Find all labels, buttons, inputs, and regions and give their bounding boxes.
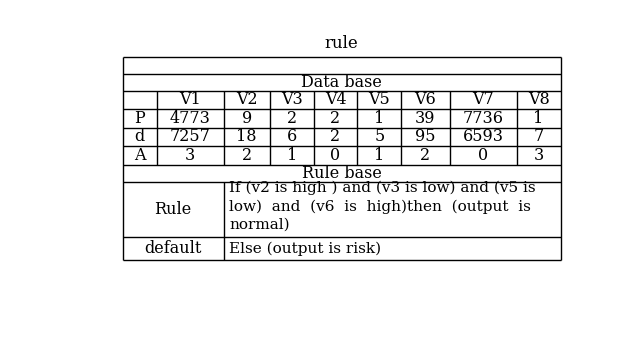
Text: rule: rule (324, 35, 358, 52)
Text: V6: V6 (415, 91, 436, 108)
Text: 2: 2 (420, 147, 431, 164)
Text: 18: 18 (236, 129, 257, 145)
Text: 2: 2 (287, 110, 297, 127)
Text: 5: 5 (374, 129, 385, 145)
Text: V1: V1 (179, 91, 201, 108)
Text: 7257: 7257 (170, 129, 211, 145)
Text: Rule: Rule (154, 201, 192, 218)
Text: 1: 1 (374, 110, 385, 127)
Text: 3: 3 (185, 147, 195, 164)
Text: 0: 0 (330, 147, 340, 164)
Text: Else (output is risk): Else (output is risk) (229, 241, 381, 256)
Text: If (v2 is high ) and (v3 is low) and (v5 is
low)  and  (v6  is  high)then  (outp: If (v2 is high ) and (v3 is low) and (v5… (229, 180, 536, 232)
Text: 9: 9 (241, 110, 252, 127)
Text: P: P (134, 110, 145, 127)
Text: 2: 2 (242, 147, 252, 164)
Text: V8: V8 (528, 91, 550, 108)
Text: 1: 1 (287, 147, 297, 164)
Text: V7: V7 (472, 91, 494, 108)
Text: 39: 39 (415, 110, 436, 127)
Text: V3: V3 (281, 91, 303, 108)
Text: 3: 3 (534, 147, 544, 164)
Text: A: A (134, 147, 145, 164)
Text: Rule base: Rule base (301, 165, 381, 182)
Text: 1: 1 (534, 110, 544, 127)
Text: 6593: 6593 (463, 129, 504, 145)
Text: 95: 95 (415, 129, 436, 145)
Text: 6: 6 (287, 129, 297, 145)
Text: 7: 7 (534, 129, 544, 145)
Text: 2: 2 (330, 110, 340, 127)
Text: 4773: 4773 (170, 110, 211, 127)
Text: default: default (145, 240, 202, 257)
Text: V4: V4 (324, 91, 346, 108)
Text: 1: 1 (374, 147, 385, 164)
Text: V5: V5 (369, 91, 390, 108)
Text: 0: 0 (478, 147, 488, 164)
Text: 2: 2 (330, 129, 340, 145)
Text: d: d (134, 129, 145, 145)
Text: Data base: Data base (301, 74, 382, 91)
Text: V2: V2 (236, 91, 257, 108)
Text: 7736: 7736 (463, 110, 504, 127)
